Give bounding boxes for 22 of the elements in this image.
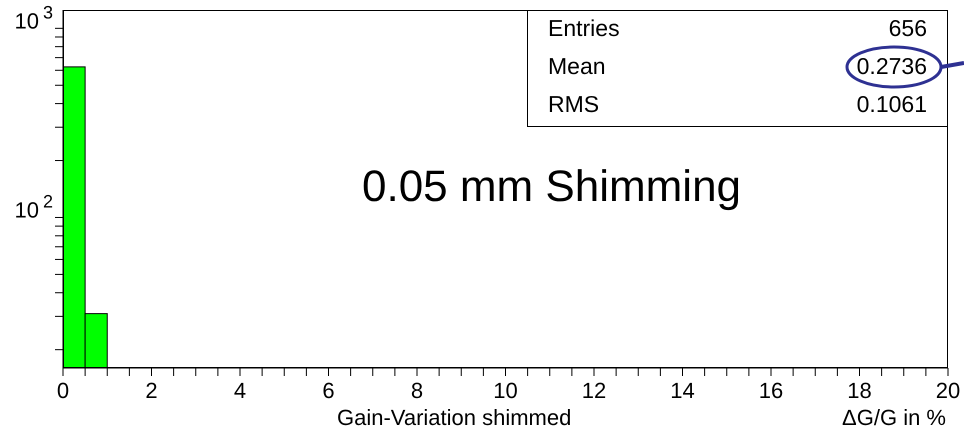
annotation: 656 [888, 15, 927, 42]
annotation: RMS [548, 91, 600, 118]
annotation: 0.05 mm Shimming [362, 162, 742, 212]
annotation: Entries [548, 15, 620, 42]
x-tick-label: 4 [234, 378, 246, 403]
x-tick-label: 20 [936, 378, 960, 403]
annotation: Mean [548, 53, 606, 80]
text: ΔG/G in % [842, 405, 946, 431]
y-tick-label: 10$^{2}$ [14, 191, 53, 222]
x-tick-label: 10 [493, 378, 518, 403]
annotation: 0.2736 [856, 53, 927, 80]
x-tick-label: 12 [582, 378, 606, 403]
x-tick-label: 6 [322, 378, 335, 403]
x-tick-label: 16 [758, 378, 784, 403]
x-tick-label: 0 [56, 378, 70, 403]
x-tick-label: 2 [145, 378, 158, 403]
x-axis-title: Gain-Variation shimmed [337, 405, 572, 431]
x-tick-label: 8 [410, 378, 424, 403]
annotation: 0.1061 [856, 91, 927, 118]
y-tick-label: 10$^{3}$ [14, 2, 53, 34]
x-tick-label: 14 [670, 378, 695, 403]
x-tick-label: 18 [847, 378, 872, 403]
